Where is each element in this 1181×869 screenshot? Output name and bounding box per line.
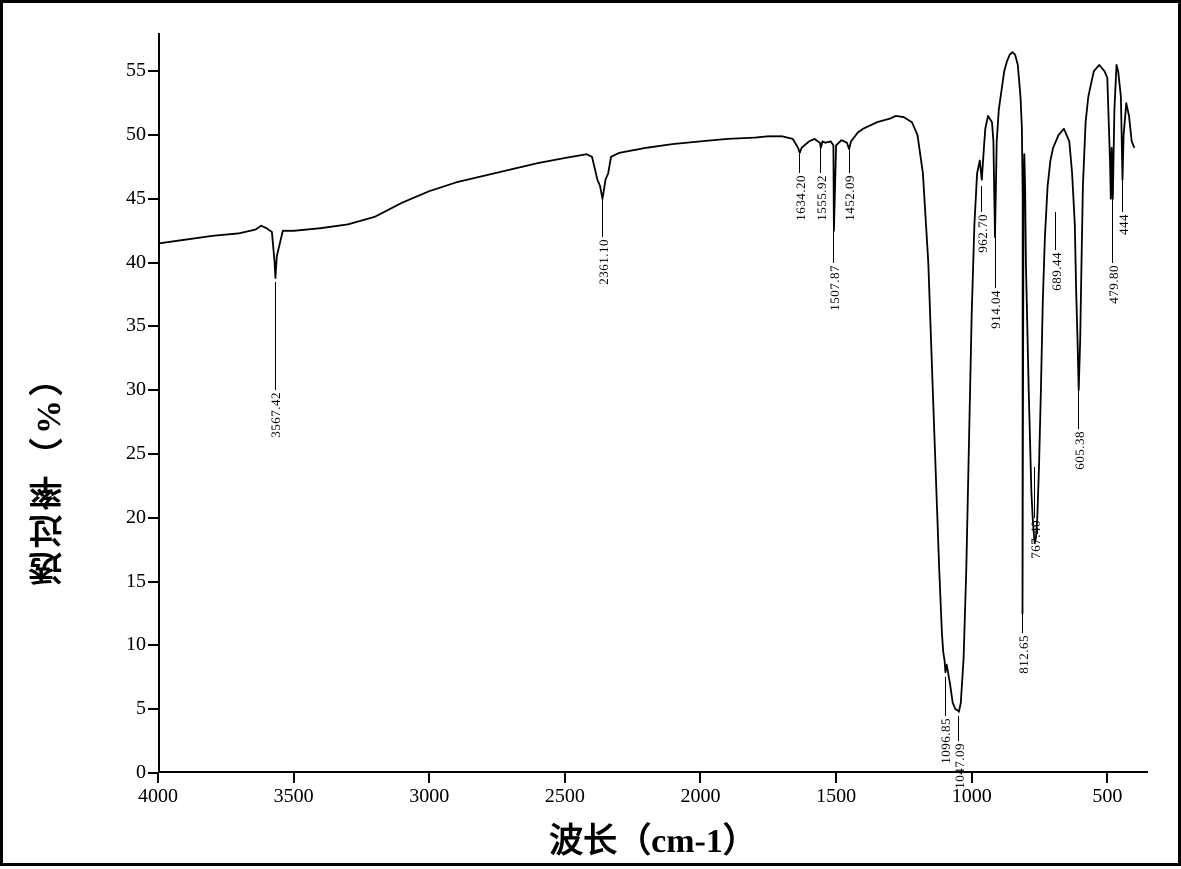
peak-marker: [602, 199, 603, 237]
peak-label: 812.65: [1016, 635, 1032, 674]
peak-label: 479.80: [1106, 265, 1122, 304]
peak-marker: [1122, 180, 1123, 212]
peak-label: 1555.92: [814, 175, 830, 221]
peak-label: 914.04: [988, 290, 1004, 329]
peak-marker: [799, 154, 800, 173]
peak-label: 605.38: [1072, 431, 1088, 470]
peak-label: 1047.09: [952, 743, 968, 789]
peak-label: 1452.09: [842, 175, 858, 221]
y-tick-label: 5: [96, 697, 146, 720]
peak-marker: [995, 237, 996, 288]
peak-marker: [275, 282, 276, 390]
plot-area: [158, 33, 1148, 773]
y-tick-label: 35: [96, 314, 146, 337]
peak-label: 3567.42: [268, 392, 284, 438]
x-tick-label: 500: [1067, 785, 1147, 808]
y-tick-label: 20: [96, 506, 146, 529]
y-tick-label: 15: [96, 570, 146, 593]
x-tick-label: 2000: [660, 785, 740, 808]
peak-label: 1634.20: [793, 175, 809, 221]
peak-marker: [849, 150, 850, 173]
y-tick-label: 0: [96, 761, 146, 784]
x-tick-label: 3500: [254, 785, 334, 808]
y-tick-label: 50: [96, 123, 146, 146]
x-tick-label: 4000: [118, 785, 198, 808]
y-tick-label: 25: [96, 442, 146, 465]
peak-label: 962.70: [975, 214, 991, 253]
y-tick-label: 30: [96, 378, 146, 401]
ir-spectrum-chart: 透过率（%） 波长（cm-1） 0 5 10 15 20 25 30 35 40 45 50 55 50…: [0, 0, 1181, 866]
peak-label: 689.44: [1049, 252, 1065, 291]
peak-marker: [833, 161, 834, 263]
peak-label: 767.40: [1028, 520, 1044, 559]
peak-marker: [1022, 594, 1023, 632]
y-axis-title: 透过率（%）: [25, 166, 74, 586]
peak-label: 444: [1116, 214, 1132, 235]
peak-marker: [1112, 199, 1113, 263]
y-tick-label: 45: [96, 187, 146, 210]
x-tick-label: 1500: [796, 785, 876, 808]
peak-marker: [1034, 467, 1035, 518]
peak-marker: [1055, 212, 1056, 250]
peak-label: 2361.10: [596, 239, 612, 285]
peak-marker: [1078, 390, 1079, 428]
x-tick-label: 1000: [932, 785, 1012, 808]
y-tick-label: 40: [96, 251, 146, 274]
x-tick-label: 2500: [525, 785, 605, 808]
y-tick-label: 55: [96, 59, 146, 82]
peak-marker: [981, 186, 982, 212]
peak-marker: [945, 677, 946, 715]
peak-marker: [820, 148, 821, 174]
x-axis-title: 波长（cm-1）: [503, 813, 803, 862]
peak-marker: [958, 716, 959, 742]
peak-label: 1507.87: [827, 265, 843, 311]
y-tick-label: 10: [96, 633, 146, 656]
x-tick-label: 3000: [389, 785, 469, 808]
